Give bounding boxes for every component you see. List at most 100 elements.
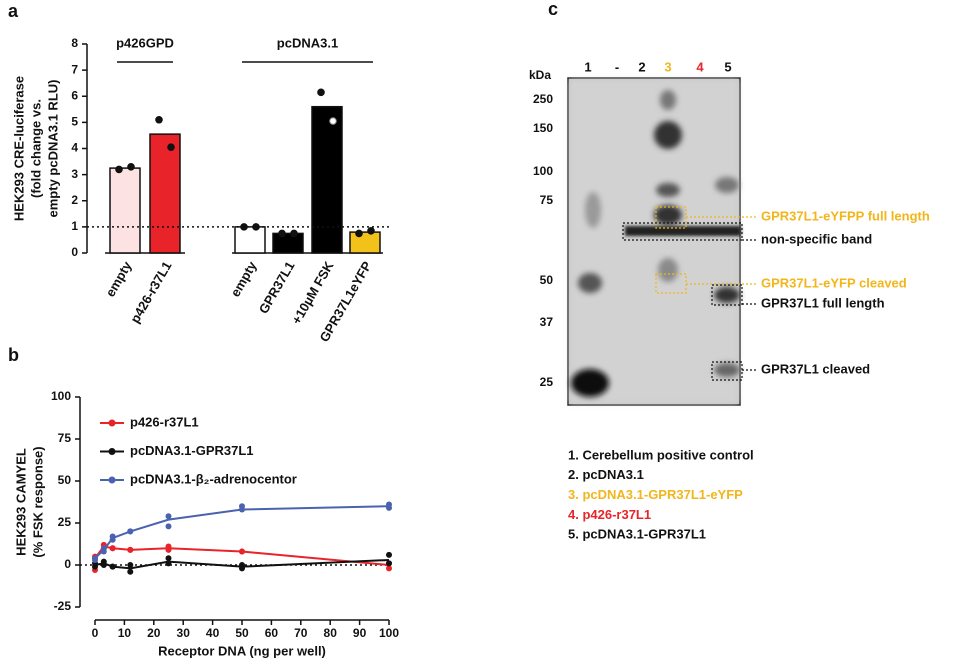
x-tick-label: p426-r37L1 <box>127 259 174 326</box>
legend-label: pcDNA3.1-β₂-adrenocentor <box>130 471 297 486</box>
x-tick-label: GPR37L1 <box>256 259 298 317</box>
data-point <box>386 504 392 511</box>
y-tick-label: 7 <box>71 62 78 76</box>
x-tick-label: 90 <box>353 626 367 640</box>
data-point <box>290 229 298 238</box>
x-axis-label: Receptor DNA (ng per well) <box>158 643 326 658</box>
data-point <box>239 565 245 572</box>
marker-label: 75 <box>540 193 554 207</box>
data-point <box>167 143 175 151</box>
y-axis-label: HEK293 CAMYEL <box>13 448 28 556</box>
y-tick-label: 75 <box>58 431 72 445</box>
data-point <box>127 546 134 553</box>
lane-label: 3 <box>664 59 671 74</box>
lane-legend: 5. pcDNA3.1-GPR37L1 <box>568 527 706 542</box>
group-label: p426GPD <box>116 35 174 50</box>
lane-label: 1 <box>584 59 591 74</box>
lane-legend: 1. Cerebellum positive control <box>568 447 754 462</box>
data-point <box>92 556 98 563</box>
data-point <box>155 115 163 124</box>
x-tick-label: 20 <box>147 626 161 640</box>
data-point <box>109 563 116 570</box>
x-tick-label: 50 <box>235 626 249 640</box>
data-point <box>100 545 107 552</box>
data-point <box>127 528 134 535</box>
data-point <box>109 545 116 552</box>
y-tick-label: 5 <box>71 115 78 129</box>
lane-legend: 3. pcDNA3.1-GPR37L1-eYFP <box>568 487 743 502</box>
blot-image <box>567 77 758 406</box>
band-annotation: GPR37L1-eYFPP full length <box>761 208 930 223</box>
data-point <box>329 117 337 125</box>
y-tick-label: 25 <box>58 515 72 529</box>
y-tick-label: 50 <box>58 473 72 487</box>
data-point <box>386 551 392 558</box>
data-point <box>109 536 116 543</box>
data-point <box>386 565 392 572</box>
bar <box>109 167 141 254</box>
band-annotation: GPR37L1-eYFP cleaved <box>761 275 907 290</box>
y-tick-label: 6 <box>71 88 78 102</box>
data-point <box>355 229 363 238</box>
x-tick-label: 100 <box>379 626 399 640</box>
data-point <box>127 568 134 575</box>
y-tick-label: 100 <box>51 389 71 403</box>
legend-marker <box>108 476 116 484</box>
lane-label: 2 <box>638 59 645 74</box>
lane-label: - <box>615 59 619 74</box>
data-point <box>165 513 172 520</box>
data-point <box>165 523 172 530</box>
marker-label: 25 <box>540 375 554 389</box>
data-point <box>239 506 245 513</box>
bar <box>234 226 266 254</box>
band-annotation: GPR37L1 cleaved <box>761 361 870 376</box>
data-point <box>165 555 172 562</box>
panel-label: b <box>8 345 19 365</box>
bar <box>311 105 343 254</box>
y-tick-label: 1 <box>71 219 78 233</box>
bar <box>272 232 304 254</box>
y-tick-label: -25 <box>54 599 72 613</box>
blot-unit: kDa <box>529 68 551 82</box>
panel-label: a <box>8 1 19 21</box>
marker-label: 37 <box>540 315 554 329</box>
bar <box>149 133 181 254</box>
data-point <box>115 165 123 174</box>
legend-marker <box>108 419 116 427</box>
lane-label: 4 <box>696 59 704 74</box>
x-tick-label: 70 <box>294 626 308 640</box>
x-tick-label: 30 <box>177 626 191 640</box>
data-point <box>317 88 325 97</box>
lane-label: 5 <box>724 59 731 74</box>
y-axis-label: empty pcDNA3.1 RLU) <box>45 80 60 218</box>
marker-label: 50 <box>540 273 554 287</box>
x-tick-label: empty <box>227 258 260 299</box>
data-point <box>239 548 245 555</box>
data-point <box>100 562 107 568</box>
legend-marker <box>108 448 116 455</box>
data-point <box>165 560 172 567</box>
y-tick-label: 2 <box>71 193 78 207</box>
x-tick-label: 80 <box>324 626 338 640</box>
lane-legend: 4. p426-r37L1 <box>568 507 651 522</box>
y-axis-label: HEK293 CRE-luciferase <box>11 76 26 221</box>
data-point <box>278 229 286 238</box>
band-annotation: GPR37L1 full length <box>761 295 885 310</box>
panel-label: c <box>548 0 558 19</box>
data-point <box>165 546 172 553</box>
x-tick-label: 40 <box>206 626 220 640</box>
x-tick-label: 0 <box>92 626 99 640</box>
band-annotation: non-specific band <box>761 231 872 246</box>
lane-legend: 2. pcDNA3.1 <box>568 467 644 482</box>
data-point <box>127 562 134 568</box>
group-label: pcDNA3.1 <box>277 35 338 50</box>
x-tick-label: 10 <box>118 626 132 640</box>
marker-label: 150 <box>533 121 553 135</box>
y-tick-label: 4 <box>71 141 78 155</box>
legend-label: p426-r37L1 <box>130 414 199 429</box>
data-point <box>386 560 392 567</box>
marker-label: 250 <box>533 92 553 106</box>
y-tick-label: 3 <box>71 167 78 181</box>
bar <box>349 231 381 254</box>
